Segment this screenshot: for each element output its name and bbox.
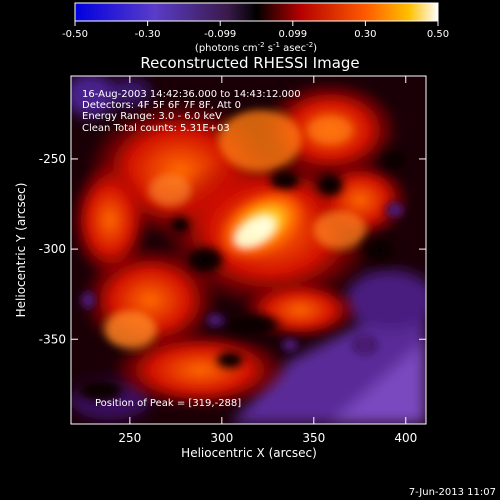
y-tick-label: -350: [39, 332, 66, 346]
y-tick-label: -250: [39, 152, 66, 166]
colorbar-gradient: [74, 2, 439, 22]
colorbar-tick-label: 0.50: [427, 29, 449, 40]
x-tick-label: 350: [302, 431, 325, 445]
y-axis-ticks: -250 -300 -350: [39, 152, 426, 346]
info-block: 16-Aug-2003 14:42:36.000 to 14:43:12.000…: [82, 89, 301, 134]
y-tick-label: -300: [39, 242, 66, 256]
y-axis-label: Heliocentric Y (arcsec): [14, 183, 28, 318]
colorbar-tick-label: 0.30: [354, 29, 376, 40]
colorbar-tick-label: -0.099: [204, 29, 236, 40]
colorbar-tick-label: 0.099: [278, 29, 307, 40]
footer-timestamp: 7-Jun-2013 11:07: [409, 487, 496, 498]
peak-position: Position of Peak = [319,-288]: [95, 398, 241, 409]
colorbar: -0.50 -0.30 -0.099 0.099 0.30 0.50 (photons c…: [62, 2, 449, 54]
x-axis-label: Heliocentric X (arcsec): [181, 446, 317, 460]
colorbar-units: (photons cm-2 s-1 asec-2): [195, 41, 317, 54]
colorbar-tick-label: -0.50: [62, 29, 88, 40]
x-tick-label: 400: [394, 431, 417, 445]
x-axis-ticks: 250 300 350 400: [118, 76, 417, 445]
plot-title: Reconstructed RHESSI Image: [140, 54, 359, 72]
info-line-time: 16-Aug-2003 14:42:36.000 to 14:43:12.000: [82, 89, 301, 100]
x-tick-label: 300: [210, 431, 233, 445]
info-line-detectors: Detectors: 4F 5F 6F 7F 8F, Att 0: [82, 100, 241, 111]
colorbar-ticks: -0.50 -0.30 -0.099 0.099 0.30 0.50: [62, 21, 449, 40]
plot-frame: [70, 75, 427, 425]
x-tick-label: 250: [118, 431, 141, 445]
info-line-counts: Clean Total counts: 5.31E+03: [82, 123, 230, 134]
info-line-energy: Energy Range: 3.0 - 6.0 keV: [82, 111, 222, 122]
colorbar-tick-label: -0.30: [135, 29, 161, 40]
solar-image: [71, 76, 426, 424]
